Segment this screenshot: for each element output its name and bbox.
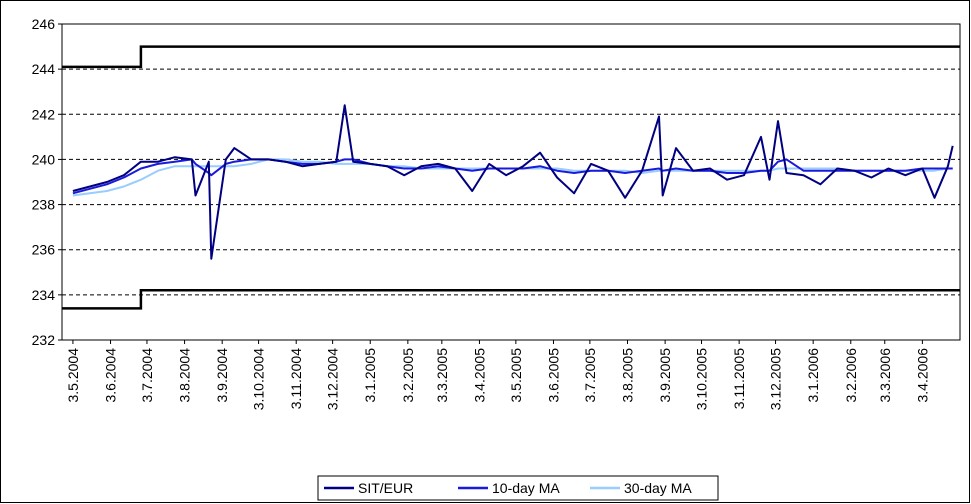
y-tick-label: 240 bbox=[32, 151, 56, 167]
legend bbox=[317, 475, 719, 501]
x-tick-label: 3.1.2005 bbox=[362, 348, 378, 403]
x-tick-label: 3.7.2005 bbox=[582, 348, 598, 403]
legend-label: SIT/EUR bbox=[358, 480, 413, 496]
x-tick-label: 3.6.2004 bbox=[103, 348, 119, 403]
x-tick-label: 3.11.2004 bbox=[288, 348, 304, 409]
legend-label: 30-day MA bbox=[624, 480, 692, 496]
x-tick-label: 3.7.2004 bbox=[139, 348, 155, 403]
x-tick-label: 3.5.2004 bbox=[65, 348, 81, 403]
y-tick-label: 242 bbox=[32, 106, 56, 122]
x-tick-label: 3.5.2005 bbox=[508, 348, 524, 403]
x-tick-label: 3.2.2006 bbox=[843, 348, 859, 403]
y-tick-label: 246 bbox=[32, 16, 56, 32]
y-tick-label: 232 bbox=[32, 332, 56, 348]
x-tick-label: 3.8.2005 bbox=[619, 348, 635, 403]
legend-label: 10-day MA bbox=[492, 480, 560, 496]
x-tick-label: 3.11.2005 bbox=[731, 348, 747, 409]
x-tick-label: 3.9.2004 bbox=[214, 348, 230, 403]
x-tick-label: 3.10.2005 bbox=[694, 348, 710, 410]
x-tick-label: 3.4.2005 bbox=[471, 348, 487, 403]
x-tick-label: 3.9.2005 bbox=[657, 348, 673, 403]
x-tick-label: 3.6.2005 bbox=[545, 348, 561, 403]
x-tick-label: 3.12.2004 bbox=[325, 348, 341, 410]
plot-area bbox=[61, 23, 961, 341]
x-tick-label: 3.2.2005 bbox=[400, 348, 416, 403]
x-tick-label: 3.12.2005 bbox=[768, 348, 784, 410]
x-tick-label: 3.8.2004 bbox=[177, 348, 193, 403]
x-tick-label: 3.10.2004 bbox=[251, 348, 267, 410]
y-tick-label: 244 bbox=[32, 61, 56, 77]
y-tick-label: 236 bbox=[32, 242, 56, 258]
band-line bbox=[62, 289, 960, 310]
x-tick-label: 3.1.2006 bbox=[805, 348, 821, 403]
x-tick-label: 3.3.2005 bbox=[434, 348, 450, 403]
x-tick-label: 3.4.2006 bbox=[914, 348, 930, 403]
y-tick-label: 234 bbox=[32, 287, 56, 303]
x-tick-label: 3.3.2006 bbox=[877, 348, 893, 403]
y-tick-label: 238 bbox=[32, 197, 56, 213]
series-line bbox=[72, 158, 953, 195]
series-line bbox=[72, 104, 954, 260]
band-line bbox=[62, 45, 960, 69]
